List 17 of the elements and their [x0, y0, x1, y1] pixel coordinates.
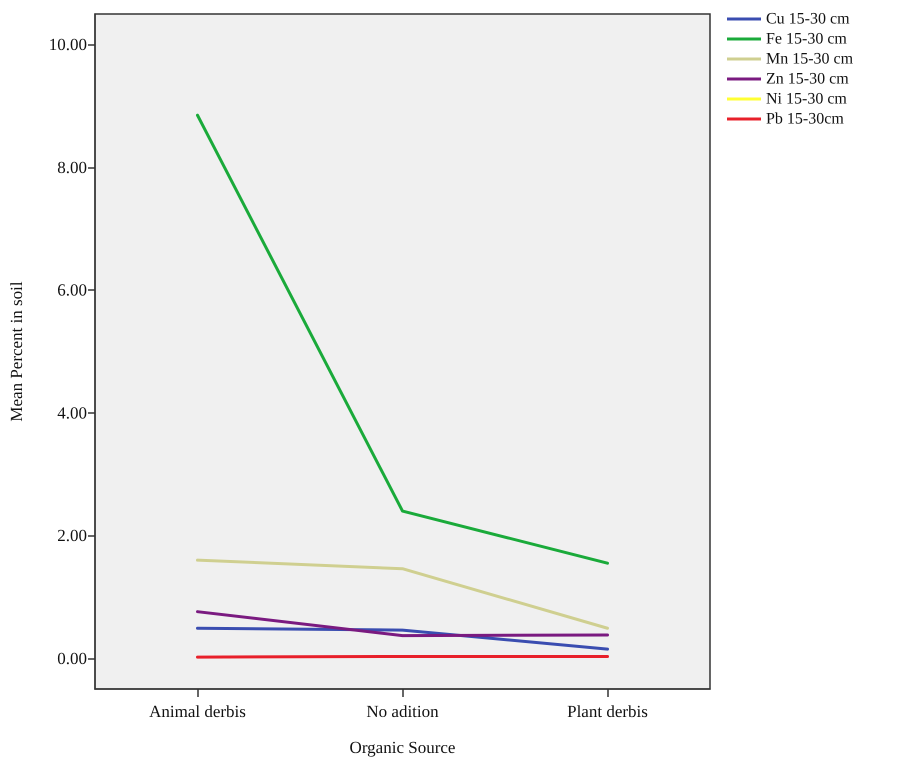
x-tick-label: No adition [366, 702, 440, 721]
y-tick-label: 10.00 [48, 35, 87, 54]
legend-label: Cu 15-30 cm [766, 10, 850, 28]
x-tick-label: Animal derbis [149, 702, 246, 721]
y-axis-title: Mean Percent in soil [7, 281, 26, 422]
y-tick-label: 6.00 [57, 280, 87, 300]
x-axis-title: Organic Source [350, 738, 456, 757]
y-tick-label: 8.00 [57, 158, 87, 177]
y-tick-label: 2.00 [57, 526, 87, 546]
y-tick-label: 0.00 [57, 648, 87, 668]
legend-label: Mn 15-30 cm [766, 50, 854, 68]
legend-label: Pb 15-30cm [766, 110, 844, 128]
legend-label: Zn 15-30 cm [766, 70, 850, 88]
y-tick-label: 4.00 [57, 403, 87, 422]
legend-label: Fe 15-30 cm [766, 30, 848, 48]
x-tick-label: Plant derbis [567, 702, 648, 721]
legend-label: Ni 15-30 cm [766, 90, 848, 108]
